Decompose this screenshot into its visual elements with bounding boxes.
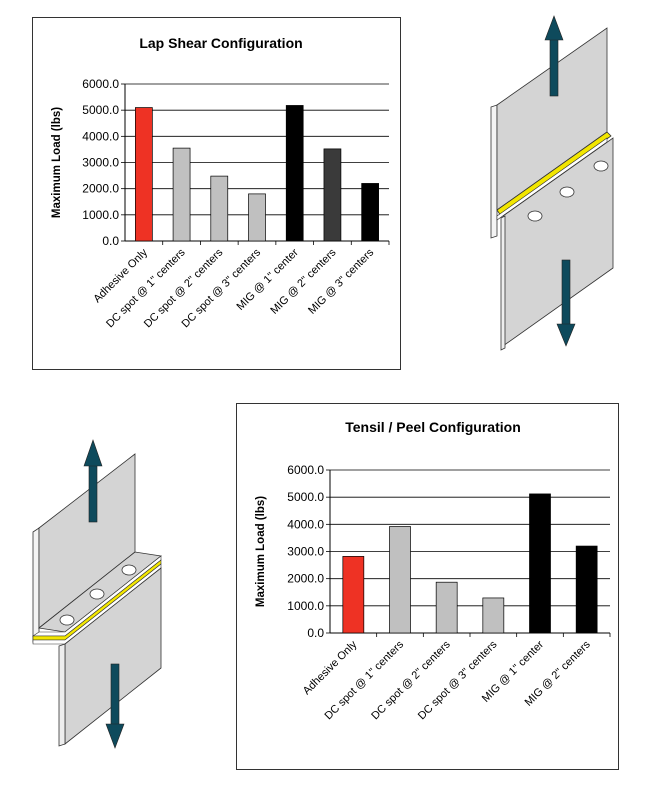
tensile-peel-chart: Tensil / Peel Configuration Maximum Load … [236, 403, 619, 770]
y-tick-label: 3000.0 [287, 545, 324, 559]
tensile-peel-chart-svg: Tensil / Peel Configuration Maximum Load … [255, 419, 611, 722]
bar [135, 107, 153, 242]
y-tick-label: 3000.0 [82, 156, 119, 170]
bar [172, 147, 191, 242]
upper-plate-edge [32, 527, 40, 643]
y-axis-label: Maximum Load (lbs) [51, 107, 63, 218]
bar [361, 183, 379, 242]
bar [248, 193, 266, 242]
weld-spot [593, 160, 609, 172]
y-tick-label: 5000.0 [82, 103, 119, 117]
y-tick-label: 1000.0 [287, 599, 324, 613]
weld-spot [121, 564, 137, 576]
y-tick-label: 6000.0 [82, 77, 119, 91]
y-tick-label: 4000.0 [82, 129, 119, 143]
bar [210, 175, 229, 242]
pull-up-arrow-icon [544, 15, 564, 97]
tensile-peel-specimen-icon [32, 439, 162, 749]
y-tick-label: 0.0 [307, 626, 324, 640]
y-axis-label: Maximum Load (lbs) [255, 496, 267, 607]
weld-spot [527, 210, 543, 222]
bar [529, 493, 551, 634]
lap-shear-chart-svg: Lap Shear Configuration Maximum Load (lbs… [51, 35, 390, 330]
upper-plate-edge [490, 104, 498, 239]
chart-title: Lap Shear Configuration [139, 35, 302, 51]
y-tick-label: 6000.0 [287, 463, 324, 477]
weld-spot [89, 588, 105, 600]
x-tick-label: MIG @ 2" centers [268, 246, 339, 317]
pull-down-arrow-icon [556, 259, 576, 347]
bar [342, 556, 365, 634]
weld-spot [559, 186, 575, 198]
bar [482, 597, 505, 634]
bar [389, 526, 411, 634]
bar [323, 148, 342, 242]
bar [575, 545, 598, 634]
pull-up-arrow-icon [83, 439, 103, 523]
x-tick-label: DC spot @ 1" centers [323, 638, 407, 722]
weld-spot [59, 614, 75, 626]
lap-shear-chart: Lap Shear Configuration Maximum Load (lbs… [32, 17, 401, 370]
y-tick-label: 2000.0 [287, 572, 324, 586]
x-tick-label: DC spot @ 2" centers [369, 638, 453, 722]
bar [285, 105, 304, 242]
pull-down-arrow-icon [105, 663, 125, 749]
bar [435, 581, 458, 634]
y-tick-label: 4000.0 [287, 517, 324, 531]
y-tick-label: 0.0 [102, 234, 119, 248]
lap-shear-specimen-icon [490, 15, 614, 351]
x-tick-label: DC spot @ 3" centers [416, 638, 500, 722]
x-tick-label: MIG @ 3" centers [306, 246, 377, 317]
y-tick-label: 1000.0 [82, 208, 119, 222]
y-tick-label: 5000.0 [287, 490, 324, 504]
y-tick-label: 2000.0 [82, 182, 119, 196]
chart-title: Tensil / Peel Configuration [345, 419, 521, 435]
